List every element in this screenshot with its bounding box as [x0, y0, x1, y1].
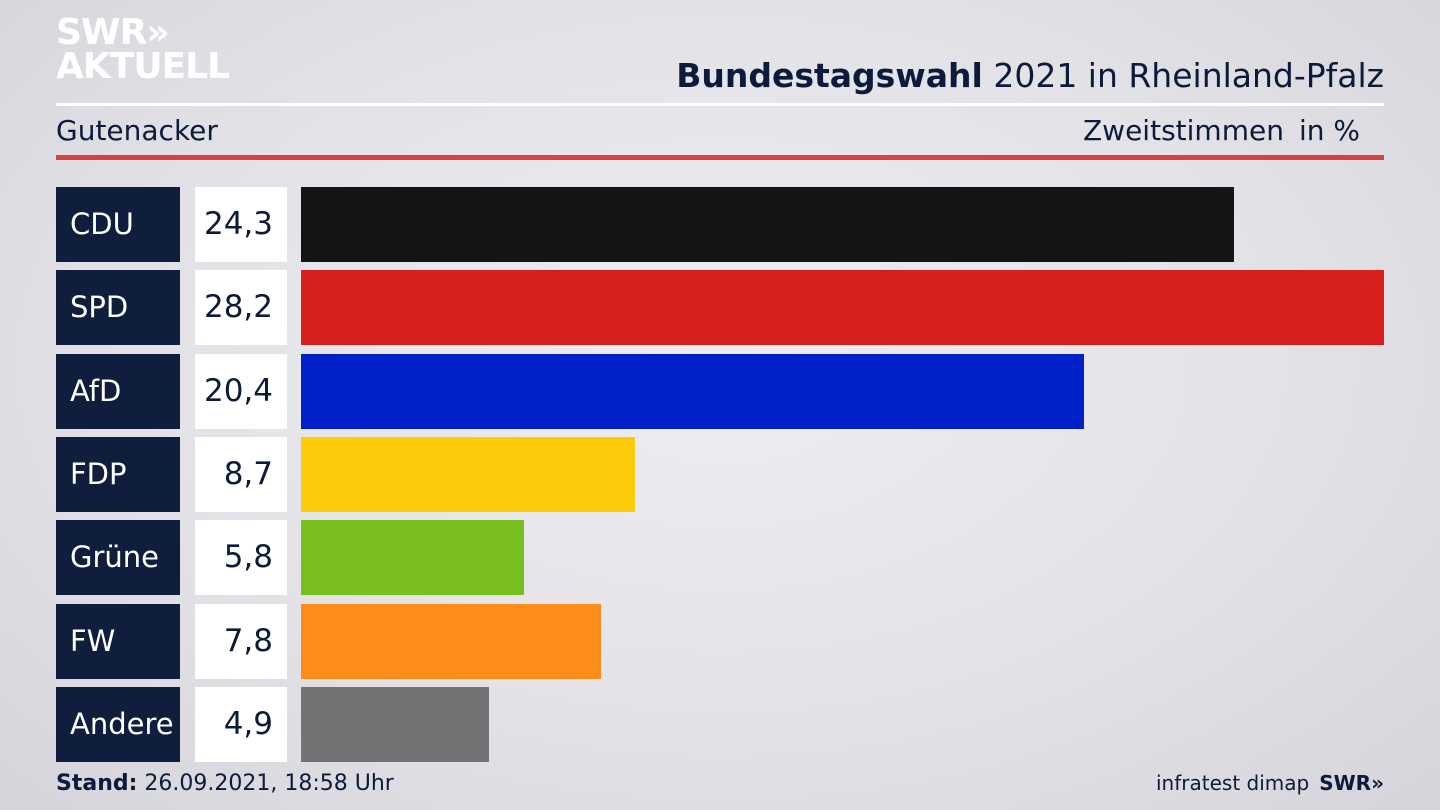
source-label: infratest dimap: [1156, 771, 1310, 795]
source-credit: infratest dimap SWR»: [1156, 771, 1384, 795]
bar-cdu: [301, 187, 1234, 262]
stand-value: 26.09.2021, 18:58 Uhr: [137, 771, 394, 796]
bar-fw: [301, 604, 601, 679]
title-rest: 2021 in Rheinland-Pfalz: [982, 56, 1384, 95]
value-label: 28,2: [195, 270, 287, 345]
value-label: 7,8: [195, 604, 287, 679]
title-bold: Bundestagswahl: [676, 56, 983, 95]
party-label: FDP: [56, 437, 180, 512]
bar-fdp: [301, 437, 635, 512]
bar-andere: [301, 687, 489, 762]
bar-gr-ne: [301, 520, 524, 595]
party-label: Grüne: [56, 520, 180, 595]
party-label: FW: [56, 604, 180, 679]
swr-footer-logo: SWR»: [1319, 771, 1384, 795]
chart-title: Bundestagswahl 2021 in Rheinland-Pfalz: [676, 56, 1384, 95]
header-divider: [56, 103, 1384, 106]
party-label: AfD: [56, 354, 180, 429]
value-label: 4,9: [195, 687, 287, 762]
stand-label: Stand:: [56, 771, 138, 796]
region-label: Gutenacker: [56, 114, 218, 147]
value-label: 24,3: [195, 187, 287, 262]
logo-line-1: SWR»: [56, 12, 170, 53]
value-label: 20,4: [195, 354, 287, 429]
bar-afd: [301, 354, 1084, 429]
logo-line-2: AKTUELL: [56, 46, 230, 87]
party-label: Andere: [56, 687, 180, 762]
swr-aktuell-logo: SWR» AKTUELL: [56, 12, 230, 87]
party-label: CDU: [56, 187, 180, 262]
timestamp: Stand: 26.09.2021, 18:58 Uhr: [56, 771, 394, 796]
value-label: 8,7: [195, 437, 287, 512]
bar-spd: [301, 270, 1384, 345]
accent-divider: [56, 155, 1384, 160]
value-label: 5,8: [195, 520, 287, 595]
measure-label: Zweitstimmen: [1083, 114, 1284, 147]
unit-label: in %: [1299, 114, 1361, 147]
party-label: SPD: [56, 270, 180, 345]
